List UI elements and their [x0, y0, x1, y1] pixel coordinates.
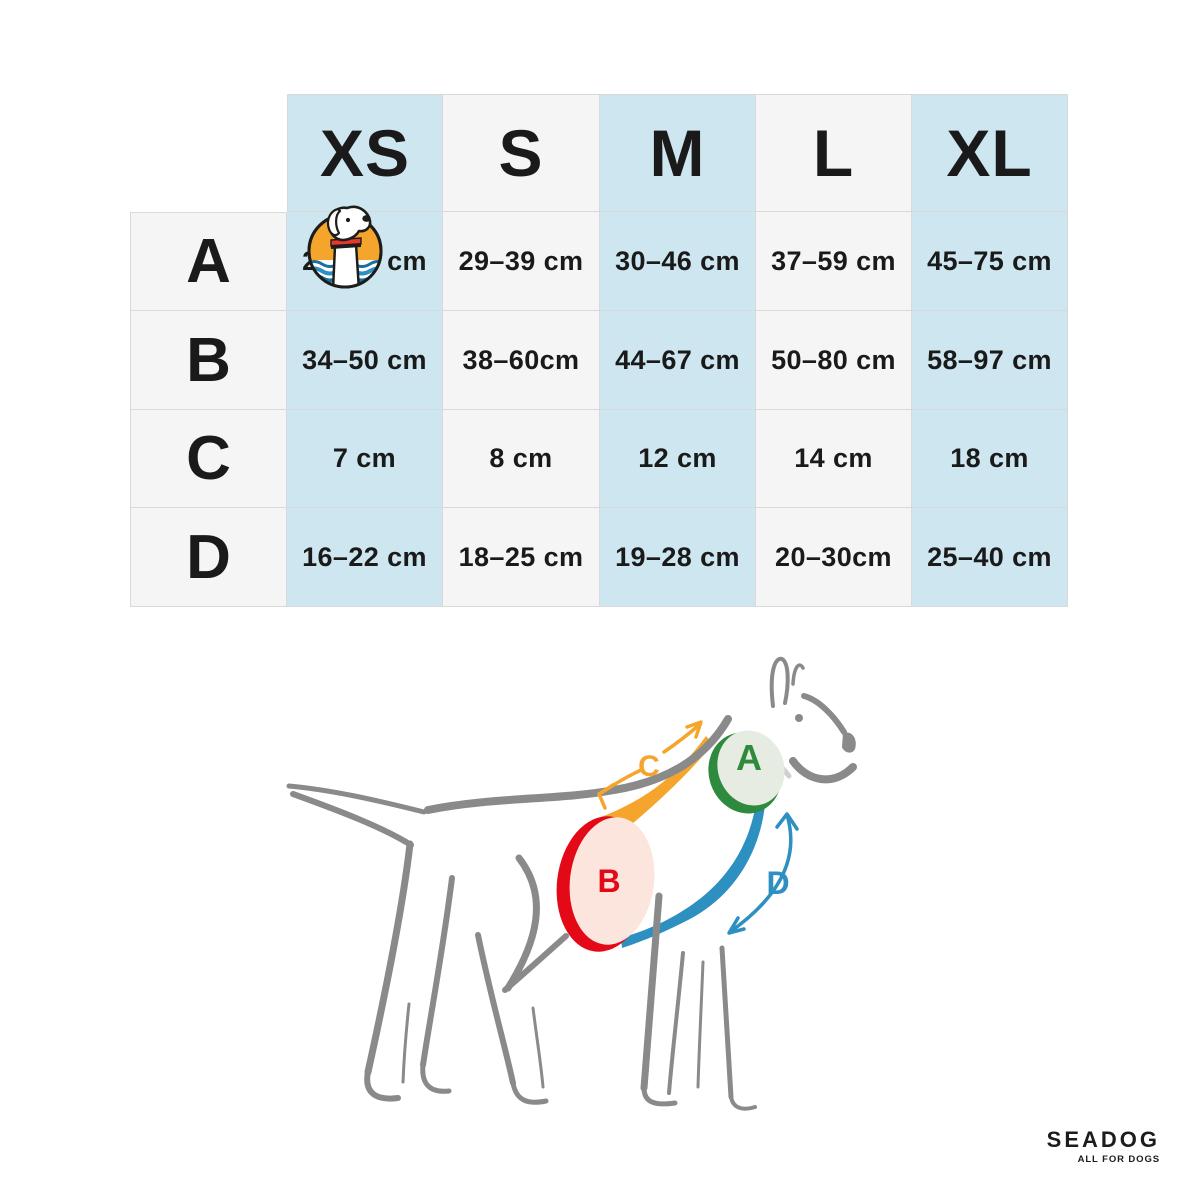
- marker-letter-b: B: [597, 863, 620, 899]
- marker-letter-a: A: [736, 737, 762, 778]
- dog-paw: [729, 1095, 757, 1111]
- dog-brow: [801, 693, 847, 735]
- col-header-l: L: [756, 94, 912, 212]
- dog-front-leg: [696, 960, 705, 1089]
- dog-back-line: [424, 715, 732, 814]
- dog-paw: [364, 1069, 401, 1102]
- dog-tail: [286, 783, 427, 815]
- table-cell: 7 cm: [287, 410, 443, 508]
- table-cell: 37–59 cm: [756, 212, 912, 311]
- dog-hind-leg: [420, 875, 455, 1068]
- marker-letter-d: D: [766, 865, 789, 901]
- dog-belly-line: [502, 933, 569, 993]
- dog-paw: [641, 1085, 678, 1107]
- dog-front-leg: [640, 892, 663, 1092]
- table-cell: 19–28 cm: [600, 508, 756, 607]
- dog-front-leg: [719, 945, 734, 1100]
- table-cell: 14 cm: [756, 410, 912, 508]
- dog-mouth: [789, 757, 857, 784]
- brand-name: SEADOG: [1046, 1127, 1160, 1152]
- dog-paw: [420, 1062, 452, 1094]
- table-cell: 34–50 cm: [287, 311, 443, 410]
- dog-tail: [290, 791, 414, 848]
- brand-wordmark: SEADOG ALL FOR DOGS: [1046, 1127, 1160, 1166]
- chest-girth-ring: [569, 817, 655, 945]
- dog-eye: [795, 714, 803, 722]
- back-length-arrow: [597, 720, 703, 810]
- chest-strap-band: [621, 803, 765, 948]
- table-cell: 38–60cm: [443, 311, 600, 410]
- table-cell: 8 cm: [443, 410, 600, 508]
- table-cell: 12 cm: [600, 410, 756, 508]
- dog-haunch: [504, 854, 540, 992]
- logo-cell: [130, 94, 383, 289]
- col-header-m: M: [600, 94, 756, 212]
- back-length-band: [593, 736, 713, 842]
- row-label-c: C: [130, 410, 287, 508]
- dog-ear: [791, 663, 805, 686]
- table-cell: 20–30cm: [756, 508, 912, 607]
- col-header-xl: XL: [912, 94, 1068, 212]
- dog-hind-leg: [475, 932, 516, 1086]
- size-chart-table: XS S M L XL A 26–33 cm 29–39 cm 30–46 cm…: [130, 94, 1068, 607]
- table-cell: 16–22 cm: [287, 508, 443, 607]
- row-label-d: D: [130, 508, 287, 607]
- dog-ear: [769, 656, 790, 708]
- table-cell: 58–97 cm: [912, 311, 1068, 410]
- table-cell: 29–39 cm: [443, 212, 600, 311]
- table-cell: 18 cm: [912, 410, 1068, 508]
- dog-nose: [842, 732, 856, 753]
- dog-hind-leg: [531, 1006, 545, 1089]
- table-cell: 25–40 cm: [912, 508, 1068, 607]
- table-cell: 45–75 cm: [912, 212, 1068, 311]
- dog-measurement-diagram: A B C D: [286, 656, 857, 1111]
- dog-paw: [510, 1080, 549, 1105]
- chest-strap-arrow: [727, 812, 799, 935]
- row-label-b: B: [130, 311, 287, 410]
- table-cell: 30–46 cm: [600, 212, 756, 311]
- dog-hind-leg: [401, 1002, 411, 1084]
- dog-hind-leg: [364, 840, 414, 1076]
- seadog-logo-icon: [307, 205, 383, 289]
- brand-tagline: ALL FOR DOGS: [1077, 1154, 1160, 1166]
- col-header-s: S: [443, 94, 600, 212]
- row-label-a: A: [130, 212, 287, 311]
- table-cell: 18–25 cm: [443, 508, 600, 607]
- dog-front-leg: [667, 951, 685, 1095]
- table-cell: 44–67 cm: [600, 311, 756, 410]
- marker-letter-c: C: [638, 750, 660, 783]
- neck-girth-ring: [717, 730, 785, 806]
- table-cell: 50–80 cm: [756, 311, 912, 410]
